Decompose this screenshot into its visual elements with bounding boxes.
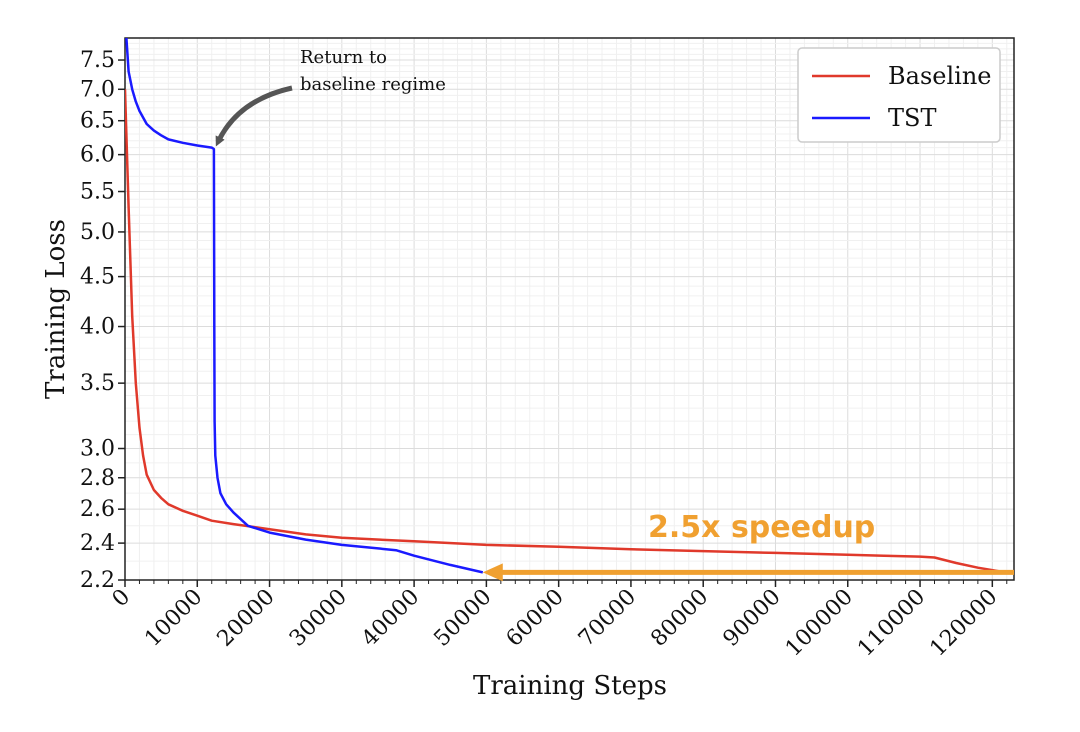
legend-label-tst: TST xyxy=(888,104,936,132)
series-line-baseline xyxy=(125,89,1014,574)
y-tick-label: 3.5 xyxy=(80,371,115,396)
plot-area-frame xyxy=(124,37,1015,581)
annotation-line-2: baseline regime xyxy=(300,74,446,95)
x-tick-label: 10000 xyxy=(140,585,207,652)
annotation-line-1: Return to xyxy=(300,47,387,68)
speedup-arrow-head xyxy=(482,563,503,582)
legend-label-baseline: Baseline xyxy=(888,62,991,90)
y-axis-ticks: 2.2 2.4 2.6 2.8 3.0 3.5 4.0 4.5 5.0 5.5 6.0 6.5 7.0 7… xyxy=(80,48,125,593)
y-tick-label: 2.6 xyxy=(80,497,115,522)
x-tick-label: 90000 xyxy=(719,585,786,652)
x-tick-label: 110000 xyxy=(853,585,930,662)
annotation-return-to-baseline: Return to baseline regime xyxy=(215,47,446,147)
y-tick-label: 2.2 xyxy=(80,568,115,593)
x-tick-label: 30000 xyxy=(285,585,352,652)
y-tick-label: 4.5 xyxy=(80,265,115,290)
series-line-tst xyxy=(125,38,484,574)
y-tick-label: 5.0 xyxy=(80,220,115,245)
y-tick-label: 4.0 xyxy=(80,315,115,340)
y-tick-label: 5.5 xyxy=(80,180,115,205)
y-tick-label: 3.0 xyxy=(80,437,115,462)
y-axis-label: Training Loss xyxy=(41,219,71,399)
speedup-label: 2.5x speedup xyxy=(648,510,875,545)
x-tick-label: 60000 xyxy=(502,585,569,652)
x-tick-label: 100000 xyxy=(781,585,858,662)
x-tick-label: 40000 xyxy=(357,585,424,652)
x-axis-ticks: 0 10000 20000 30000 40000 50000 60000 70000 8000… xyxy=(108,580,1008,662)
x-tick-label: 70000 xyxy=(574,585,641,652)
x-tick-label: 80000 xyxy=(646,585,713,652)
x-axis-label: Training Steps xyxy=(473,671,667,701)
series-layer xyxy=(125,38,1014,574)
annotation-curved-arrow xyxy=(215,85,293,147)
x-tick-label: 50000 xyxy=(429,585,496,652)
x-tick-label: 120000 xyxy=(925,585,1002,662)
y-tick-label: 6.0 xyxy=(80,143,115,168)
x-tick-label: 20000 xyxy=(213,585,280,652)
y-tick-label: 2.8 xyxy=(80,466,115,491)
y-tick-label: 7.5 xyxy=(80,48,115,73)
legend: Baseline TST xyxy=(797,47,1001,143)
y-tick-label: 2.4 xyxy=(80,531,115,556)
y-tick-label: 7.0 xyxy=(80,77,115,102)
speedup-annotation: 2.5x speedup xyxy=(482,510,1014,582)
y-tick-label: 6.5 xyxy=(80,109,115,134)
